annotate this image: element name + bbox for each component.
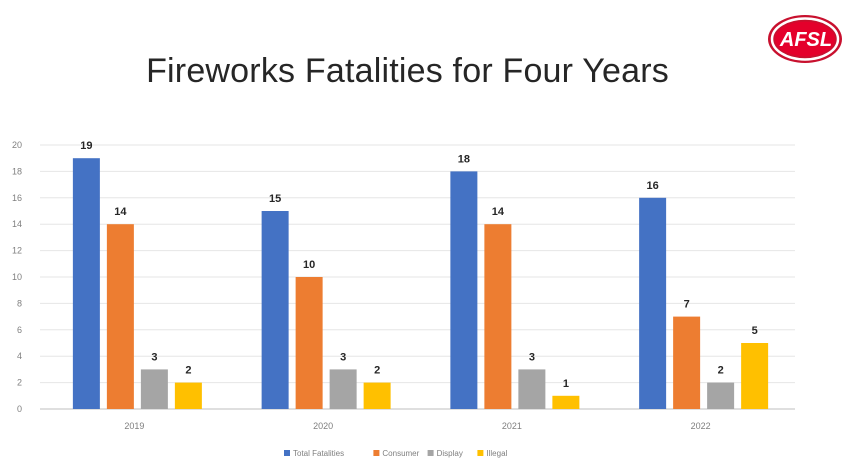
logo-text: AFSL: [779, 29, 832, 51]
legend-label: Illegal: [486, 449, 507, 458]
data-label: 10: [303, 259, 315, 271]
x-tick-label: 2022: [691, 421, 711, 431]
bar-total-fatalities-2021: [450, 171, 478, 409]
bar-total-fatalities-2020: [261, 211, 289, 409]
y-axis: 0 2 4 6 8 10 12 14 16 18 20: [12, 140, 22, 414]
x-tick-label: 2020: [313, 421, 333, 431]
y-tick-label: 4: [17, 351, 22, 361]
y-tick-label: 8: [17, 298, 22, 308]
bar-display-2020: [329, 369, 357, 409]
data-label: 7: [684, 299, 690, 311]
legend-label: Consumer: [382, 449, 419, 458]
legend: Total Fatalities Consumer Display Illegal: [284, 449, 508, 458]
legend-swatch: [284, 450, 290, 456]
bar-consumer-2021: [484, 224, 512, 409]
bar-display-2022: [707, 382, 735, 409]
gridlines: [40, 144, 795, 410]
y-tick-label: 12: [12, 246, 22, 256]
y-tick-label: 0: [17, 404, 22, 414]
data-label: 14: [114, 206, 127, 218]
bar-display-2019: [140, 369, 168, 409]
bars: [72, 158, 769, 409]
bar-illegal-2020: [363, 382, 391, 409]
legend-label: Display: [437, 449, 463, 458]
x-tick-label: 2021: [502, 421, 522, 431]
logo-inner-ellipse: [775, 21, 835, 57]
x-tick-label: 2019: [124, 421, 144, 431]
data-label: 15: [269, 193, 281, 205]
data-label: 18: [458, 153, 470, 165]
y-tick-label: 18: [12, 166, 22, 176]
bar-consumer-2022: [673, 316, 701, 409]
data-label: 19: [80, 140, 92, 152]
data-label: 2: [374, 365, 380, 377]
legend-label: Total Fatalities: [293, 449, 344, 458]
data-label: 2: [718, 365, 724, 377]
data-label: 5: [752, 325, 758, 337]
logo-ring: [770, 17, 840, 61]
data-label: 3: [529, 351, 535, 363]
x-axis: 2019 2020 2021 2022: [124, 421, 710, 431]
bar-total-fatalities-2022: [639, 197, 667, 409]
legend-swatch: [477, 450, 484, 456]
data-labels: 19 14 3 2 15 10 3 2 18 14 3 1 16 7 2 5: [80, 140, 757, 390]
data-label: 1: [563, 378, 569, 390]
y-tick-label: 14: [12, 219, 22, 229]
data-label: 16: [647, 180, 659, 192]
y-tick-label: 16: [12, 193, 22, 203]
data-label: 3: [340, 351, 346, 363]
data-label: 14: [492, 206, 505, 218]
legend-swatch: [427, 450, 434, 456]
bar-illegal-2019: [174, 382, 202, 409]
data-label: 2: [185, 365, 191, 377]
legend-swatch: [373, 450, 380, 456]
bar-consumer-2019: [106, 224, 134, 409]
bar-illegal-2022: [741, 343, 769, 409]
y-tick-label: 6: [17, 325, 22, 335]
bar-illegal-2021: [552, 395, 580, 409]
bar-display-2021: [518, 369, 546, 409]
y-tick-label: 10: [12, 272, 22, 282]
data-label: 3: [151, 351, 157, 363]
y-tick-label: 2: [17, 378, 22, 388]
afsl-logo: AFSL: [768, 15, 842, 63]
chart-title: Fireworks Fatalities for Four Years: [146, 52, 669, 90]
y-tick-label: 20: [12, 140, 22, 150]
bar-consumer-2020: [295, 277, 323, 409]
bar-total-fatalities-2019: [72, 158, 100, 409]
